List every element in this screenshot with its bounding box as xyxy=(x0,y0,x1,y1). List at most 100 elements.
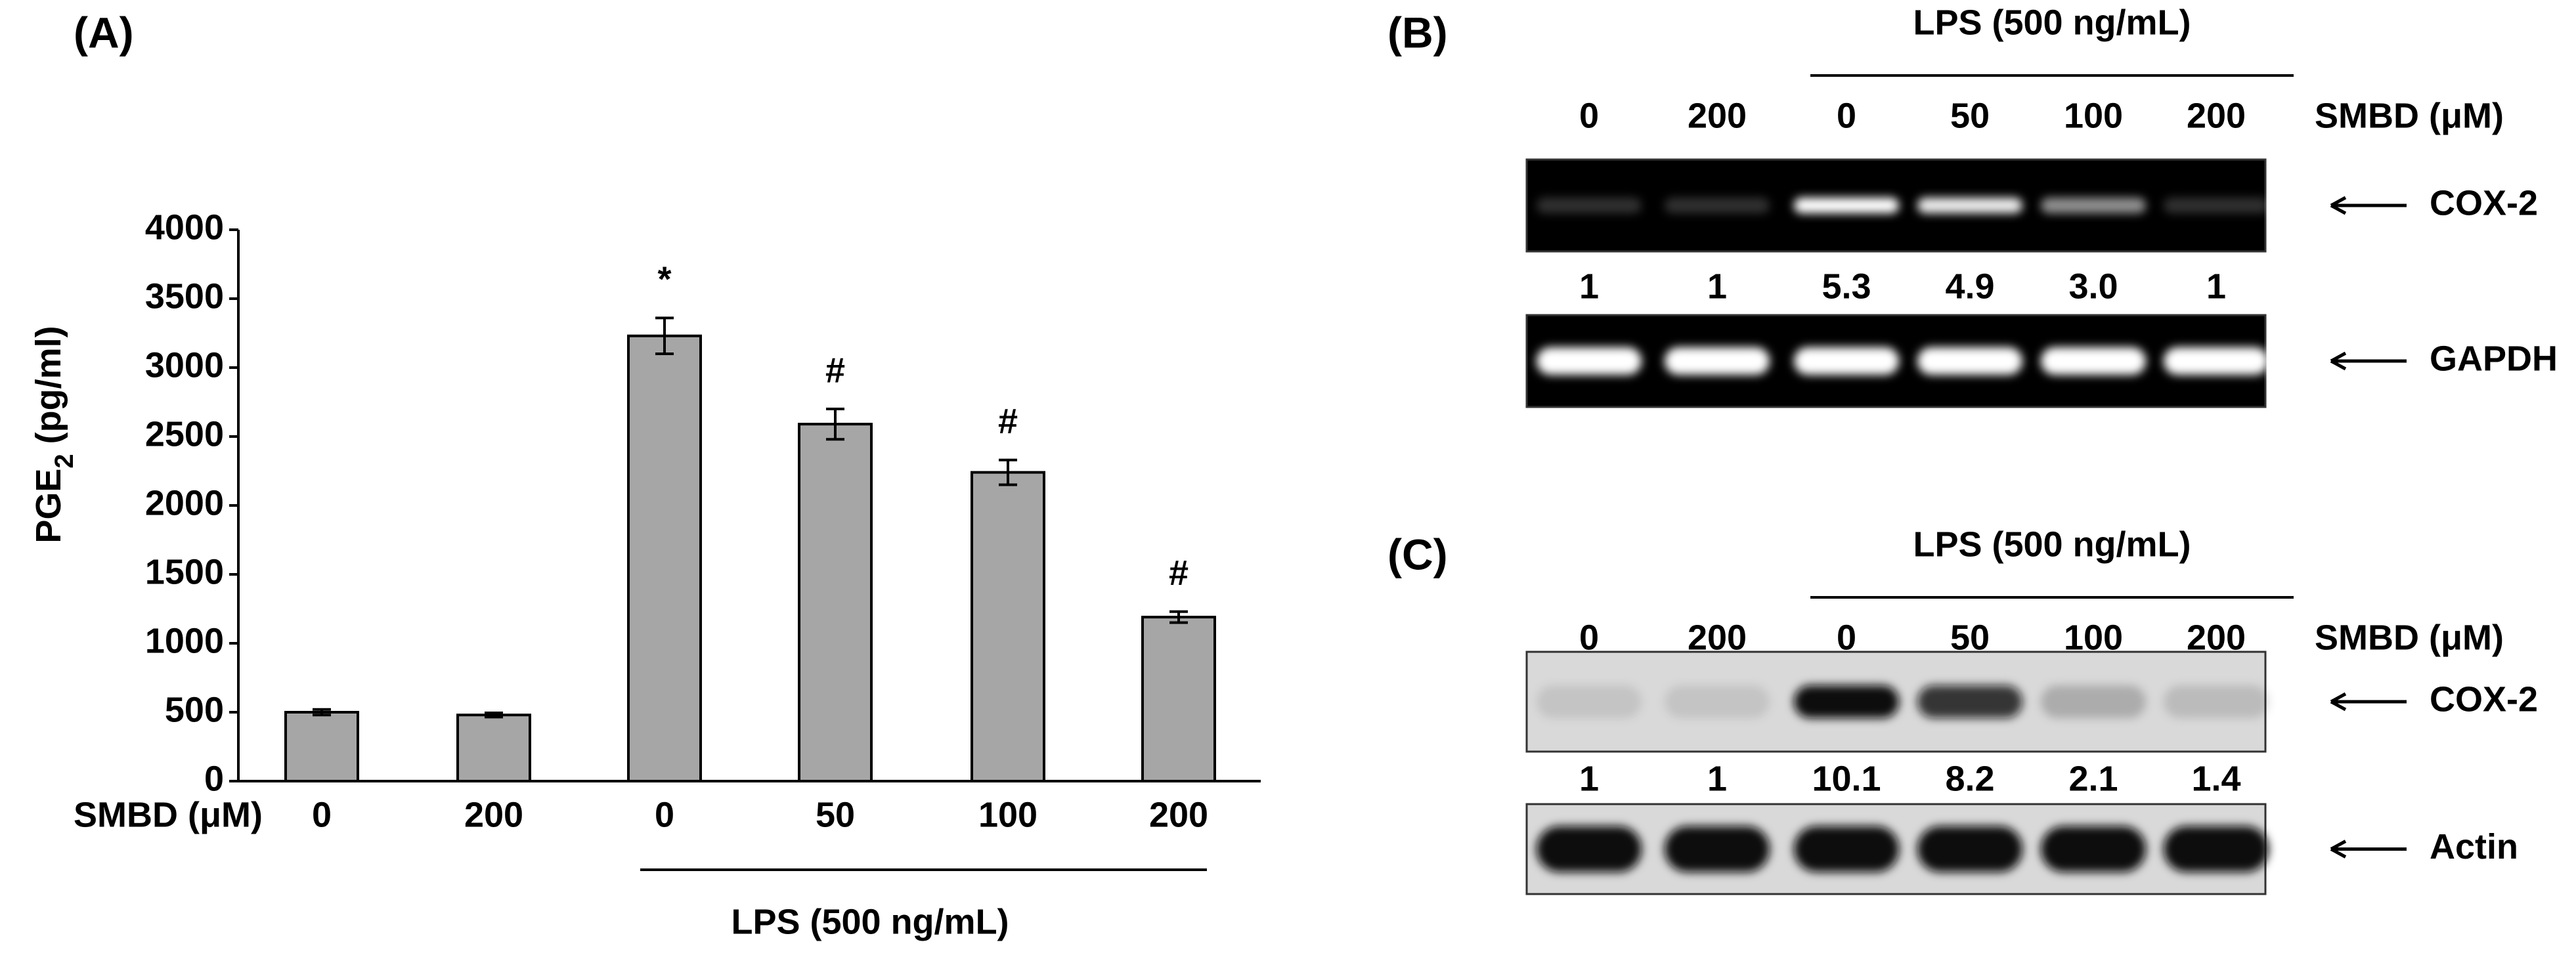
control-band xyxy=(1917,347,2022,375)
y-tick-label: 3500 xyxy=(145,276,224,316)
control-band xyxy=(1537,826,1642,872)
ratio-label: 4.9 xyxy=(1945,267,1994,306)
y-tick-label: 4000 xyxy=(145,207,224,247)
error-bar xyxy=(999,458,1017,486)
control-band xyxy=(2164,347,2269,375)
significance-mark: # xyxy=(1169,553,1189,593)
target-band xyxy=(2164,685,2269,718)
error-bar xyxy=(1169,610,1188,624)
target-band xyxy=(1794,685,1899,718)
ratio-label: 5.3 xyxy=(1822,267,1871,306)
y-tick-label: 0 xyxy=(204,759,224,798)
error-bar xyxy=(826,408,844,441)
target-band xyxy=(2041,198,2146,213)
error-bar xyxy=(655,316,674,355)
control-band xyxy=(2164,826,2269,872)
ratio-label: 1 xyxy=(1579,759,1599,798)
x-tick-label: 50 xyxy=(816,795,855,834)
significance-mark: * xyxy=(657,260,671,299)
lane-label: 200 xyxy=(2187,618,2246,657)
target-band xyxy=(1665,685,1770,718)
lane-label: 200 xyxy=(1688,618,1747,657)
y-tick-label: 500 xyxy=(165,690,224,729)
error-bar xyxy=(313,708,331,717)
control-band xyxy=(1917,826,2022,872)
target-band xyxy=(1665,198,1770,213)
significance-mark: # xyxy=(998,402,1018,441)
x-tick-label: 0 xyxy=(312,795,332,834)
control-band xyxy=(1794,826,1899,872)
target-band xyxy=(1917,198,2022,213)
control-band xyxy=(1794,347,1899,375)
bar xyxy=(627,334,702,782)
panel-label: (B) xyxy=(1387,8,1448,56)
lane-label: 50 xyxy=(1950,618,1990,657)
ratio-label: 1.4 xyxy=(2191,759,2240,798)
ratio-label: 10.1 xyxy=(1812,759,1881,798)
target-band xyxy=(2041,685,2146,718)
arrow xyxy=(2330,692,2407,712)
arrow xyxy=(2330,351,2407,371)
y-tick-label: 2500 xyxy=(145,414,224,454)
ratio-label: 8.2 xyxy=(1945,759,1994,798)
y-tick-label: 1500 xyxy=(145,552,224,591)
x-tick-label: 200 xyxy=(1149,795,1208,834)
bar xyxy=(971,471,1045,782)
control-band xyxy=(1665,347,1770,375)
ratio-label: 1 xyxy=(1707,759,1727,798)
significance-mark: # xyxy=(825,351,845,390)
lane-label: 100 xyxy=(2064,618,2123,657)
control-band xyxy=(1665,826,1770,872)
y-axis-label: PGE2 (pg/ml) xyxy=(29,326,78,543)
control-band xyxy=(2041,347,2146,375)
ratio-label: 1 xyxy=(2206,267,2226,306)
x-tick-label: 200 xyxy=(464,795,523,834)
band-label: Actin xyxy=(2430,827,2518,866)
y-label-main: PGE xyxy=(29,469,68,544)
lane-label: 0 xyxy=(1579,96,1599,135)
control-band xyxy=(1537,347,1642,375)
lane-label: 50 xyxy=(1950,96,1990,135)
arrow xyxy=(2330,196,2407,215)
y-tick-label: 1000 xyxy=(145,621,224,660)
target-band xyxy=(1794,198,1899,213)
lane-label: 100 xyxy=(2064,96,2123,135)
bar xyxy=(456,714,531,782)
target-band xyxy=(2164,198,2269,213)
target-band xyxy=(1537,198,1642,213)
bar xyxy=(798,423,873,782)
error-bar xyxy=(485,712,503,719)
panel-label: (C) xyxy=(1387,530,1448,578)
group-label: LPS (500 ng/mL) xyxy=(731,902,1009,941)
lane-label: 200 xyxy=(2187,96,2246,135)
bar xyxy=(1141,616,1216,782)
ratio-label: 2.1 xyxy=(2068,759,2118,798)
lane-label: 0 xyxy=(1837,96,1856,135)
bar xyxy=(284,711,359,782)
y-label-sub: 2 xyxy=(50,454,79,468)
lane-title: SMBD (μM) xyxy=(2315,96,2504,135)
x-tick-label: 100 xyxy=(978,795,1037,834)
lane-label: 0 xyxy=(1837,618,1856,657)
x-tick-label: 0 xyxy=(655,795,674,834)
ratio-label: 1 xyxy=(1707,267,1727,306)
group-label: LPS (500 ng/mL) xyxy=(1913,524,2191,564)
lane-title: SMBD (μM) xyxy=(2315,618,2504,657)
y-tick-label: 3000 xyxy=(145,345,224,385)
group-label: LPS (500 ng/mL) xyxy=(1913,3,2191,42)
band-label: COX-2 xyxy=(2430,183,2538,223)
panel-label: (A) xyxy=(74,8,134,56)
y-label-unit: (pg/ml) xyxy=(29,326,68,454)
target-band xyxy=(1537,685,1642,718)
arrow xyxy=(2330,840,2407,859)
control-band xyxy=(2041,826,2146,872)
lane-label: 200 xyxy=(1688,96,1747,135)
band-label: GAPDH xyxy=(2430,339,2558,378)
ratio-label: 3.0 xyxy=(2068,267,2118,306)
band-label: COX-2 xyxy=(2430,679,2538,719)
lane-label: 0 xyxy=(1579,618,1599,657)
x-axis-label: SMBD (μM) xyxy=(74,795,263,834)
target-band xyxy=(1917,685,2022,718)
ratio-label: 1 xyxy=(1579,267,1599,306)
